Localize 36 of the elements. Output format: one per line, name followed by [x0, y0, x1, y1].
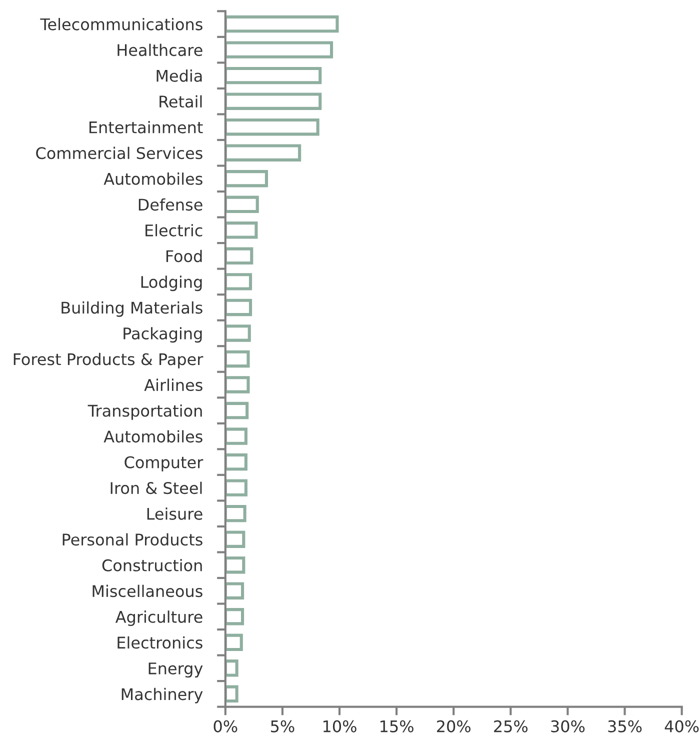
- y-tick-label: Leisure: [147, 508, 202, 520]
- y-tick-label: Iron & Steel: [110, 482, 202, 494]
- x-tick-label: 25%: [494, 720, 528, 732]
- y-tick-label: Electric: [146, 224, 202, 236]
- y-tick-label: Packaging: [124, 327, 202, 343]
- y-tick-label: Forest Products & Paper: [14, 352, 204, 368]
- x-tick-label: 40%: [664, 720, 699, 732]
- y-tick-label: Telecommunications: [40, 18, 202, 30]
- y-tick-label: Electronics: [118, 636, 202, 649]
- y-tick-label: Airlines: [144, 378, 202, 392]
- x-tick-label: 30%: [551, 720, 585, 732]
- y-tick-label: Building Materials: [62, 301, 202, 317]
- y-tick-label: Personal Products: [62, 533, 202, 546]
- y-tick-label: Transportation: [88, 404, 202, 420]
- y-tick-label: Media: [156, 70, 202, 82]
- y-tick-label: Machinery: [122, 688, 203, 704]
- y-tick-label: Entertainment: [89, 121, 203, 134]
- y-tick-label: Defense: [138, 198, 202, 211]
- y-tick-label: Retail: [160, 95, 202, 108]
- y-tick-label: Energy: [148, 662, 203, 678]
- y-tick-label: Automobiles: [104, 172, 202, 185]
- y-tick-label: Agriculture: [115, 610, 202, 626]
- y-tick-label: Healthcare: [118, 44, 202, 56]
- y-tick-label: Automobiles: [104, 430, 202, 443]
- x-tick-label: 10%: [324, 720, 356, 732]
- y-tick-label: Construction: [102, 559, 202, 572]
- y-tick-label: Commercial Services: [36, 146, 202, 160]
- x-tick-label: 15%: [380, 720, 414, 732]
- y-tick-label: Lodging: [141, 276, 202, 292]
- x-tick-label: 5%: [271, 720, 294, 732]
- x-tick-label: 35%: [608, 720, 642, 732]
- x-tick-label: 20%: [437, 720, 470, 732]
- y-tick-label: Computer: [124, 456, 204, 472]
- y-tick-label: Miscellaneous: [92, 584, 202, 598]
- y-tick-label: Food: [166, 250, 202, 262]
- x-tick-label: 0%: [214, 720, 238, 732]
